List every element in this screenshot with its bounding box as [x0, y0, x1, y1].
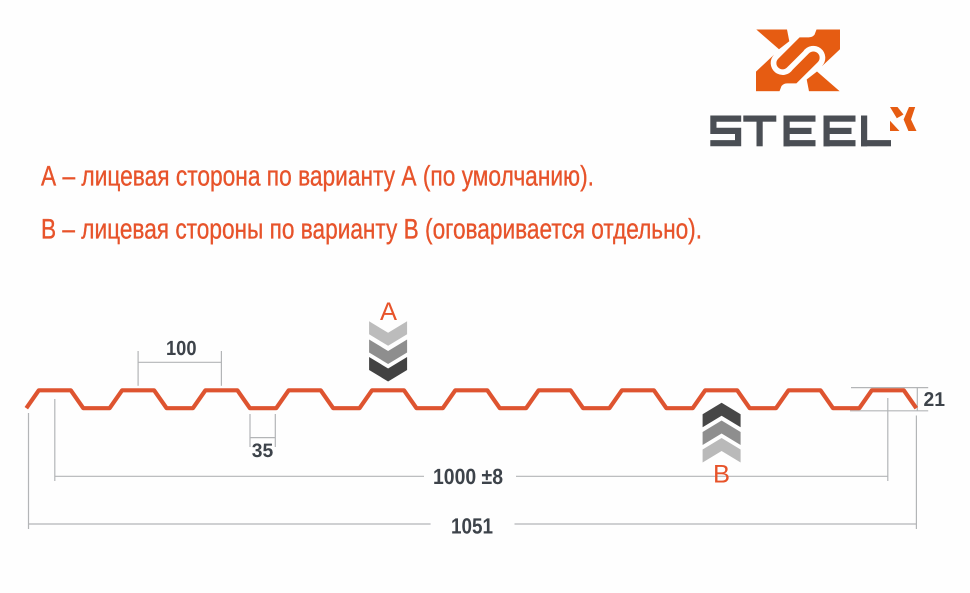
svg-text:В – лицевая стороны по вариант: В – лицевая стороны по варианту В (огова… [41, 212, 702, 244]
svg-text:А: А [380, 298, 397, 326]
svg-text:21: 21 [924, 389, 946, 411]
svg-text:В: В [713, 460, 730, 488]
svg-text:1051: 1051 [451, 514, 493, 539]
svg-text:100: 100 [166, 337, 197, 360]
svg-text:35: 35 [252, 440, 274, 462]
svg-text:А – лицевая сторона по вариант: А – лицевая сторона по варианту А (по ум… [41, 159, 594, 191]
svg-text:1000 ±8: 1000 ±8 [433, 464, 503, 489]
